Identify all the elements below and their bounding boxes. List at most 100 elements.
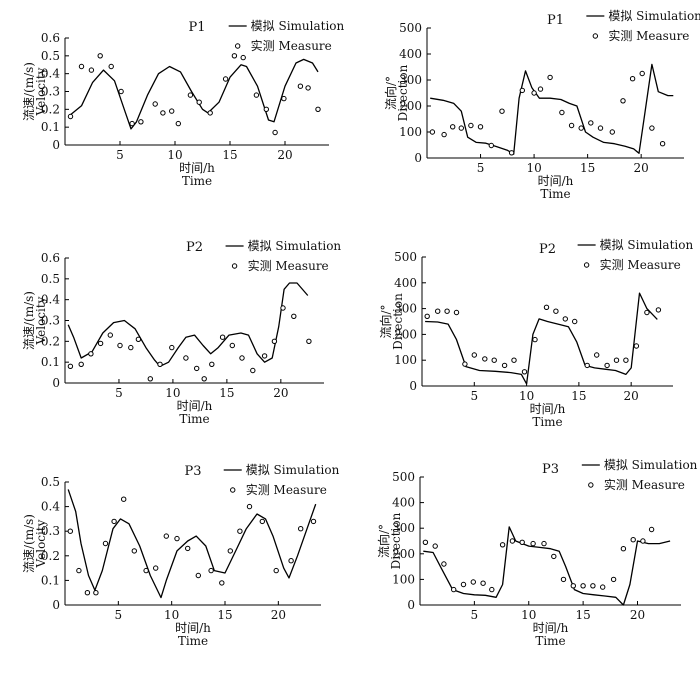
legend-measure-marker: [230, 487, 236, 493]
measure-point: [435, 308, 441, 314]
measure-point: [639, 70, 645, 77]
y-tick-label: 100: [394, 353, 417, 367]
measure-point: [160, 110, 166, 116]
measure-point: [482, 356, 488, 362]
legend-measure-label: 实测 Measure: [608, 28, 689, 43]
measure-point: [572, 318, 578, 325]
legend-measure-label: 实测 Measure: [600, 257, 681, 272]
y-axis-label-en: Velocity: [34, 296, 48, 345]
measure-point: [67, 363, 74, 369]
y-tick-label: 0.3: [41, 524, 60, 538]
measure-point: [121, 496, 127, 502]
y-tick-label: 0.4: [41, 293, 60, 307]
measure-point: [153, 565, 159, 571]
measure-point: [584, 362, 590, 369]
y-tick-label: 0: [52, 598, 60, 612]
y-tick-label: 200: [392, 547, 415, 561]
legend-simulation-label: 模拟 Simulation: [604, 458, 698, 472]
measure-point: [462, 361, 468, 367]
legend-measure-label: 实测 Measure: [248, 258, 329, 273]
measure-point: [246, 503, 253, 510]
y-tick-label: 0.1: [41, 120, 60, 134]
measure-point: [559, 109, 565, 116]
legend-simulation-label: 模拟 Simulation: [246, 463, 340, 477]
chart-title: P2: [539, 242, 556, 257]
measure-point: [553, 308, 559, 314]
measure-point: [93, 590, 99, 596]
measure-point: [468, 122, 474, 129]
chart-title: P3: [542, 462, 559, 477]
y-tick-label: 0.6: [41, 31, 60, 45]
y-tick-label: 0.5: [41, 475, 60, 489]
legend-measure-marker: [583, 262, 590, 268]
measure-point: [477, 124, 484, 130]
y-tick-label: 200: [394, 327, 417, 341]
measure-point: [429, 129, 436, 135]
x-axis-label-en: Time: [178, 634, 208, 648]
chart-title: P1: [547, 13, 564, 28]
simulation-line: [425, 292, 658, 385]
measure-point: [570, 583, 576, 589]
y-axis-label-cn: 流向/°: [383, 76, 398, 110]
measure-point: [560, 576, 567, 583]
measure-point: [128, 344, 134, 351]
measure-point: [227, 548, 234, 554]
x-tick-label: 5: [477, 161, 485, 175]
y-tick-label: 0: [52, 376, 60, 390]
measure-point: [562, 316, 568, 322]
legend-simulation-label: 模拟 Simulation: [248, 239, 342, 253]
measure-point: [451, 586, 457, 593]
y-axis-label-en: Direction: [389, 512, 403, 569]
measure-point: [88, 351, 94, 357]
x-axis-label-cn: 时间/h: [177, 399, 213, 413]
y-tick-label: 0: [407, 598, 415, 612]
legend-measure-marker: [592, 33, 599, 39]
measure-point: [488, 142, 494, 149]
y-tick-label: 0.2: [41, 549, 60, 563]
y-tick-label: 0: [414, 151, 422, 165]
measure-point: [163, 533, 170, 539]
legend-measure-label: 实测 Measure: [251, 38, 332, 53]
y-tick-label: 0: [52, 138, 60, 152]
simulation-line: [70, 58, 319, 130]
measure-point: [117, 342, 123, 349]
x-axis-label-en: Time: [182, 174, 212, 188]
measure-point: [135, 336, 142, 342]
measure-point: [604, 362, 610, 369]
measure-point: [458, 125, 464, 131]
legend-measure-marker: [588, 482, 594, 488]
measure-point: [253, 92, 260, 98]
measure-point: [519, 87, 525, 94]
measure-point: [450, 124, 456, 130]
measure-point: [441, 131, 447, 138]
y-tick-label: 500: [394, 250, 417, 264]
measure-point: [521, 369, 528, 375]
measure-point: [640, 538, 646, 544]
measure-point: [480, 580, 486, 586]
measure-point: [131, 548, 138, 554]
measure-point: [209, 361, 215, 367]
measure-point: [219, 334, 226, 340]
x-axis-label-en: Time: [535, 634, 565, 648]
measure-point: [511, 357, 517, 363]
measure-point: [590, 583, 596, 589]
y-tick-label: 0.3: [41, 85, 60, 99]
y-tick-label: 500: [399, 21, 422, 35]
measure-point: [508, 150, 515, 156]
measure-point: [501, 362, 508, 369]
y-tick-label: 300: [394, 302, 417, 316]
measure-point: [229, 342, 236, 349]
x-axis-label-en: Time: [540, 187, 570, 201]
x-tick-label: 15: [217, 608, 232, 622]
measure-point: [67, 113, 74, 120]
x-tick-label: 10: [521, 608, 536, 622]
measure-point: [629, 76, 636, 82]
x-tick-label: 5: [116, 148, 124, 162]
x-tick-label: 20: [273, 386, 288, 400]
measure-point: [609, 129, 615, 135]
legend-measure-label: 实测 Measure: [604, 477, 685, 492]
measure-point: [196, 99, 202, 105]
